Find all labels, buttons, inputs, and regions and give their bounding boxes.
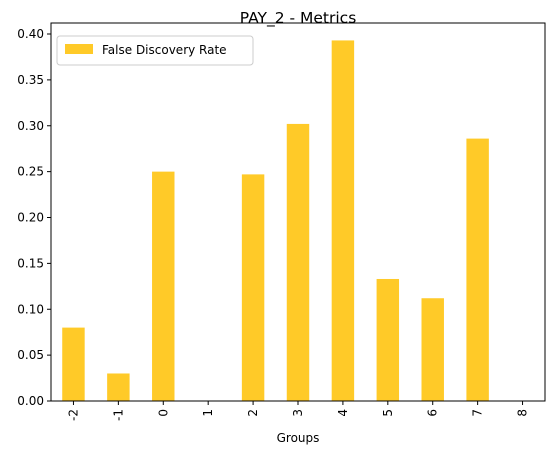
x-tick-label: 1 [201,409,215,417]
bar-7 [466,138,489,401]
plot-frame [50,22,546,402]
bar-3 [286,123,310,402]
bar--2 [62,327,85,401]
legend: False Discovery Rate [56,35,254,66]
y-tick-label: 0.05 [17,348,44,362]
x-axis: -2 -1 0 1 2 3 4 5 6 7 8 [66,401,530,421]
x-tick-label: 0 [156,409,170,417]
x-tick-label: 8 [516,409,530,417]
y-axis: 0.00 0.05 0.10 0.15 0.20 0.25 0.30 0.35 0.40 [17,27,51,408]
x-axis-label: Groups [277,431,320,445]
x-tick-label: -1 [111,409,125,421]
x-tick-label: 4 [336,409,350,417]
y-tick-label: 0.10 [17,302,44,316]
x-tick-label: 6 [426,409,440,417]
bar-2 [241,174,265,401]
legend-swatch [65,44,93,54]
legend-box [56,35,254,66]
x-tick-label: 7 [471,409,485,417]
y-tick-label: 0.25 [17,165,44,179]
y-tick-label: 0.30 [17,119,44,133]
x-tick-label: 2 [246,409,260,417]
x-tick-label: -2 [66,409,80,421]
y-tick-label: 0.20 [17,211,44,225]
y-tick-label: 0.35 [17,73,44,87]
legend-label: False Discovery Rate [102,43,227,57]
bar-5 [376,278,400,401]
bar-0 [152,171,175,401]
chart-title: PAY_2 - Metrics [240,9,357,28]
y-tick-label: 0.40 [17,27,44,41]
bars-group [62,40,489,402]
y-tick-label: 0.00 [17,394,44,408]
bar-4 [331,40,355,402]
y-tick-label: 0.15 [17,256,44,270]
x-tick-label: 3 [291,409,305,417]
x-tick-label: 5 [381,409,395,417]
bar-6 [421,298,444,401]
bar--1 [107,373,130,401]
